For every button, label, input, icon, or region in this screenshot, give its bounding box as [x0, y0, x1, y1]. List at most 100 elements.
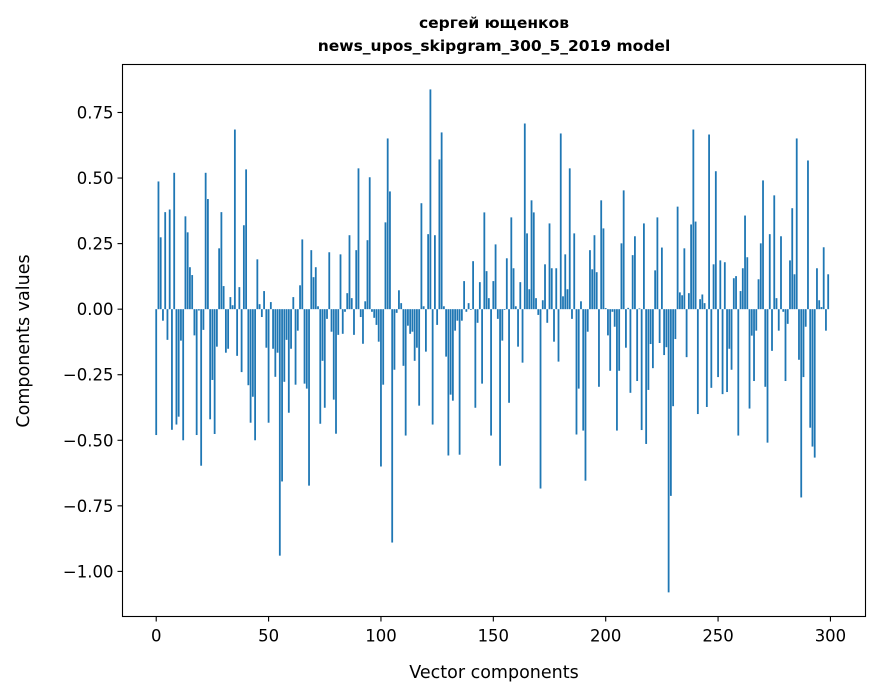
bar: [566, 289, 569, 310]
bar: [276, 309, 279, 353]
x-tick-label: 200: [590, 627, 622, 646]
x-tick-label: 150: [478, 627, 510, 646]
bar: [535, 298, 537, 310]
bar: [168, 209, 171, 310]
bar: [440, 132, 443, 310]
bar: [465, 309, 468, 312]
bar: [467, 303, 470, 310]
bar: [337, 309, 340, 335]
bar: [209, 309, 212, 420]
bar: [483, 212, 486, 310]
bar: [505, 258, 508, 310]
bar: [431, 309, 434, 425]
bar: [726, 309, 728, 393]
bar: [802, 309, 805, 378]
bar: [189, 267, 191, 310]
chart-title-line-1: сергей ющенков: [419, 14, 569, 32]
bar: [332, 309, 335, 400]
bar: [766, 309, 769, 443]
bar: [341, 309, 344, 334]
bar: [719, 260, 722, 310]
bar: [672, 309, 675, 407]
bar: [211, 309, 214, 380]
bar: [422, 306, 425, 310]
bar: [162, 309, 164, 321]
bar: [616, 309, 618, 431]
bar: [305, 309, 308, 389]
bar: [272, 309, 274, 349]
bar: [375, 309, 378, 325]
bar: [809, 309, 812, 428]
bars-group: [155, 89, 830, 593]
bar: [348, 235, 351, 310]
bar: [631, 255, 634, 310]
bar: [604, 308, 607, 310]
bar: [326, 309, 328, 319]
bar: [712, 264, 715, 310]
bar: [825, 309, 827, 331]
bar: [577, 309, 580, 389]
bar: [366, 240, 369, 310]
bar: [157, 181, 160, 310]
bar: [827, 274, 830, 310]
bar: [299, 285, 301, 310]
bar: [820, 307, 823, 310]
bar: [242, 225, 245, 310]
bar: [591, 269, 594, 310]
bar: [514, 306, 517, 310]
bar: [411, 309, 414, 332]
bar: [564, 254, 567, 310]
bar: [377, 309, 380, 342]
bar: [285, 309, 288, 340]
bar: [159, 237, 162, 310]
bar: [177, 309, 180, 417]
bar: [764, 309, 767, 387]
bar: [528, 289, 531, 310]
x-axis-ticks: 0 50 100 150 200 250 300: [151, 616, 846, 646]
bar: [213, 309, 216, 434]
bar: [344, 309, 346, 312]
x-tick-label: 50: [258, 627, 279, 646]
bar: [184, 216, 187, 310]
bar: [699, 299, 701, 310]
bar: [701, 294, 704, 310]
bar: [254, 309, 256, 441]
bar: [559, 133, 562, 310]
chart-title-line-2: news_upos_skipgram_300_5_2019 model: [318, 37, 671, 55]
bar: [636, 309, 639, 382]
bar: [607, 309, 609, 336]
bar: [813, 309, 816, 458]
bar: [395, 309, 398, 313]
bar: [609, 309, 612, 371]
bar: [420, 203, 423, 310]
bar: [481, 309, 483, 384]
bar: [215, 309, 218, 347]
bar: [258, 304, 261, 310]
y-axis-label: Components values: [14, 254, 34, 427]
bar: [200, 309, 203, 466]
bar: [508, 309, 510, 403]
bar: [618, 309, 621, 371]
bar: [353, 309, 355, 335]
bar: [728, 309, 731, 349]
bar: [260, 309, 263, 318]
bar: [620, 243, 623, 310]
bar: [346, 293, 349, 310]
bar: [287, 309, 290, 413]
bar: [317, 306, 319, 310]
bar: [472, 261, 474, 310]
bar: [191, 275, 194, 310]
bar: [510, 217, 513, 310]
bar: [202, 309, 205, 330]
bar: [622, 190, 625, 310]
bar: [227, 309, 230, 349]
bar: [789, 260, 791, 310]
bar: [550, 268, 553, 310]
bar: [818, 300, 821, 310]
bar: [586, 309, 589, 332]
bar: [474, 309, 477, 408]
bar: [811, 309, 814, 447]
bar: [530, 200, 533, 310]
bar: [773, 195, 776, 310]
bar: [409, 309, 412, 334]
